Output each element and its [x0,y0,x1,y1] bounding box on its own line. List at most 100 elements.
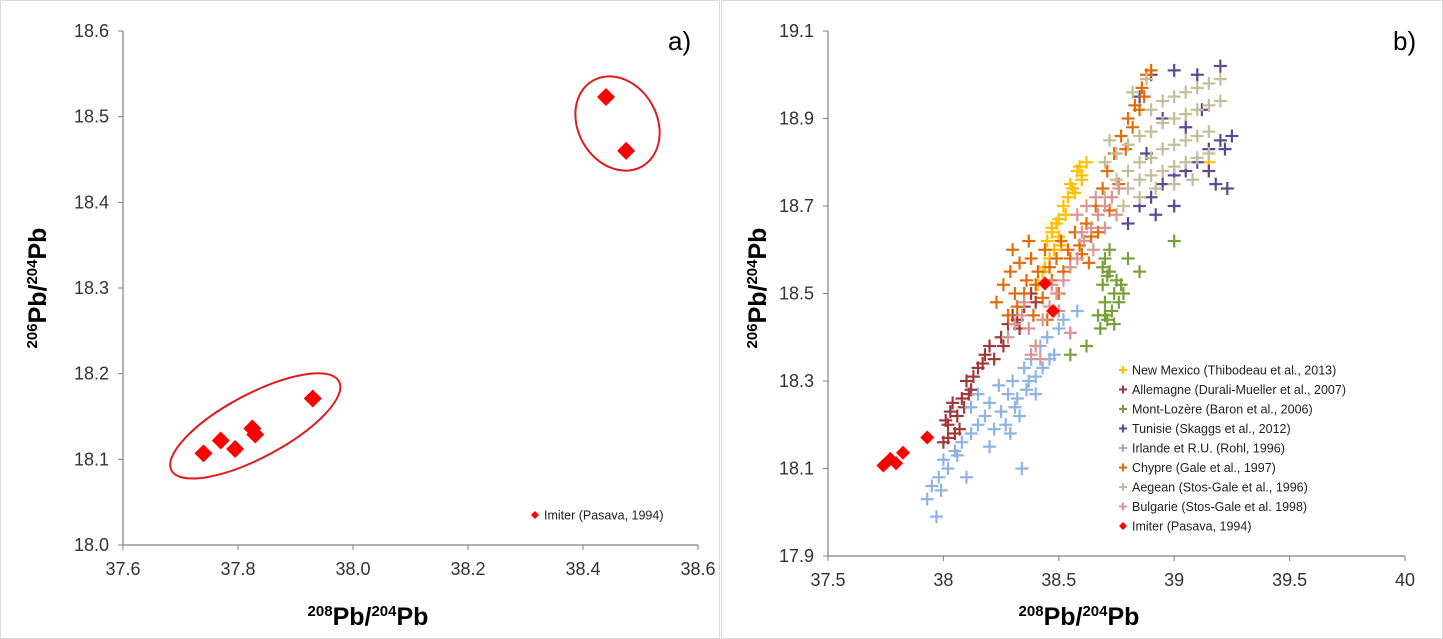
point-bulgarie [1063,326,1077,340]
point-aegean [1133,155,1147,169]
point-chypre [1024,252,1038,265]
point-aegean [1186,173,1200,187]
point-bulgarie [1086,243,1100,257]
point-tunisie [1213,133,1227,147]
panel-b-y-label: 206Pb/204Pb [744,228,772,349]
point-allemagne [987,352,1001,366]
point-aegean [1190,103,1204,117]
y-tick-label: 18.3 [779,371,814,391]
point-bulgarie [1110,208,1123,222]
point-chypre [1121,112,1135,125]
point-irlande [1029,370,1043,384]
point-irlande [1001,387,1015,401]
point-allemagne [946,396,960,410]
point-aegean [1126,85,1140,99]
point-tunisie [1144,190,1158,204]
point-montlozre [1116,287,1130,300]
chart-panel-b: b) 37.5 38 38.5 39 39.5 40 17.9 18.1 18.3 18.5 18.… [721,0,1443,639]
point-montlozre [1114,278,1128,292]
x-tick-label: 37.8 [220,559,255,579]
point-bulgarie [1098,221,1112,235]
point-irlande [941,462,955,475]
point-imiter [597,87,615,106]
point-chypre [1096,182,1110,195]
point-bulgarie [1049,287,1063,300]
point-irlande [1056,313,1070,327]
point-new [1056,199,1070,213]
panel-b-marks [876,59,1239,524]
point-bulgarie [1036,313,1050,327]
point-imiter [194,444,213,463]
point-aegean [1213,72,1227,86]
legend-label: Allemagne (Durali-Mueller et al., 2007) [1132,383,1346,397]
point-irlande [978,409,992,423]
point-irlande [1013,409,1027,423]
point-aegean [1103,133,1117,147]
point-irlande [1019,383,1033,397]
panel-b-label: b) [1393,26,1416,56]
legend-item: Aegean (Stos-Gale et al., 1996) [1119,481,1308,495]
point-montlozre [1107,317,1121,331]
point-irlande [994,405,1008,419]
point-aegean [1098,155,1112,169]
point-montlozre [1100,269,1114,283]
point-imiter [896,445,911,460]
point-aegean [1116,199,1130,213]
panel-a-legend: Imiter (Pasava, 1994) [531,509,664,523]
point-chypre [1043,260,1057,274]
point-bulgarie [1056,273,1070,287]
legend-swatch [1119,424,1127,433]
point-allemagne [966,370,980,384]
point-aegean [1179,85,1193,99]
legend-swatch [1119,502,1127,511]
point-chypre [1031,265,1045,279]
legend-item: New Mexico (Thibodeau et al., 2013) [1119,364,1336,378]
point-montlozre [1093,322,1107,335]
point-irlande [1008,400,1022,414]
point-aegean [1179,133,1193,147]
point-aegean [1144,125,1158,139]
point-irlande [983,396,997,410]
point-irlande [1070,304,1084,318]
legend-label: Imiter (Pasava, 1994) [1132,520,1252,534]
point-new [1045,221,1059,235]
point-chypre [1135,81,1149,95]
x-tick-label: 38 [933,570,953,590]
point-chypre [1133,103,1147,117]
point-aegean [1133,129,1147,143]
legend-item: Imiter (Pasava, 1994) [1119,520,1252,534]
legend-item: Tunisie (Skaggs et al., 2012) [1119,422,1291,436]
legend-item: Irlande et R.U. (Rohl, 1996) [1119,442,1285,456]
point-chypre [1013,256,1027,270]
x-tick-label: 38.6 [680,559,715,579]
chart-panel-a: a) 37.6 37.8 38.0 38.2 38.4 38.6 18.0 18.1 18.2 1… [0,0,720,639]
x-tick-label: 37.5 [810,570,845,590]
point-allemagne [996,339,1010,353]
point-bulgarie [1079,199,1093,213]
point-imiter [920,430,935,445]
panel-a-label: a) [668,26,691,56]
point-aegean [1190,129,1204,143]
point-tunisie [1218,142,1232,156]
point-bulgarie [1098,199,1112,213]
point-irlande [1006,374,1020,388]
point-bulgarie [1063,260,1077,274]
point-chypre [1036,291,1050,305]
point-aegean [1144,151,1158,165]
point-chypre [1049,252,1063,265]
point-aegean [1167,138,1181,152]
legend-label: Aegean (Stos-Gale et al., 1996) [1132,481,1308,495]
point-bulgarie [1001,330,1015,344]
point-allemagne [976,357,990,370]
point-aegean [1133,190,1147,204]
point-tunisie [1179,120,1193,134]
panel-a-ticks: 37.6 37.8 38.0 38.2 38.4 38.6 18.0 18.1 18.2 18.3… [74,21,716,579]
point-bulgarie [1070,252,1084,265]
point-irlande [950,448,964,462]
point-allemagne [955,392,969,405]
point-new [1061,190,1075,204]
y-tick-label: 18.7 [779,196,814,216]
x-tick-label: 39 [1164,570,1184,590]
point-chypre [1019,273,1033,287]
